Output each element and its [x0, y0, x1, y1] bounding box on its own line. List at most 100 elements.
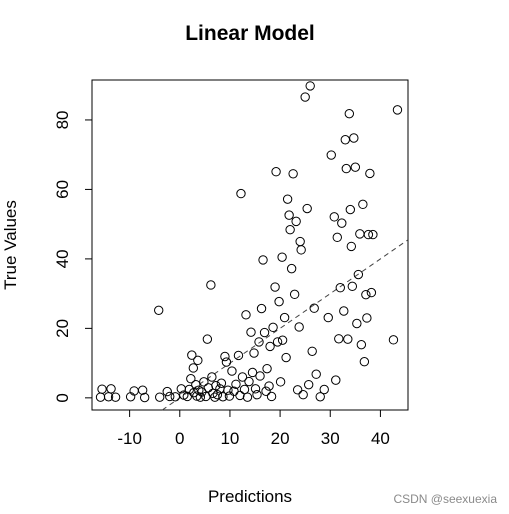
- points-layer: [95, 81, 403, 403]
- data-point: [271, 167, 281, 177]
- data-point: [288, 169, 298, 179]
- data-point: [295, 236, 305, 247]
- data-point: [264, 381, 274, 391]
- data-point: [237, 372, 248, 382]
- chart-title: Linear Model: [185, 22, 315, 45]
- x-tick-label: 0: [175, 429, 184, 448]
- data-point: [212, 390, 223, 400]
- data-point: [258, 255, 268, 265]
- data-point: [244, 376, 254, 387]
- data-point: [242, 392, 253, 402]
- data-point: [349, 133, 359, 143]
- data-point: [233, 350, 244, 361]
- data-point: [334, 334, 344, 344]
- data-point: [268, 322, 278, 333]
- data-point: [255, 371, 265, 381]
- data-point: [335, 283, 345, 293]
- data-point: [262, 363, 272, 374]
- data-point: [191, 379, 201, 390]
- y-tick-label: 40: [53, 249, 72, 268]
- data-point: [388, 335, 399, 345]
- data-point: [337, 218, 347, 228]
- y-axis: 0 20 40 60 80: [53, 110, 93, 403]
- data-point: [285, 225, 295, 235]
- data-point: [187, 350, 197, 360]
- data-point: [137, 385, 148, 395]
- data-point: [289, 289, 300, 300]
- data-point: [275, 377, 286, 387]
- data-point: [235, 390, 245, 401]
- data-point: [341, 163, 352, 174]
- data-point: [155, 392, 165, 402]
- x-axis-title: Predictions: [208, 487, 292, 506]
- data-point: [296, 245, 306, 255]
- data-point: [277, 252, 287, 262]
- data-point: [281, 352, 291, 363]
- data-point: [254, 337, 264, 347]
- data-point: [292, 385, 303, 395]
- data-point: [195, 392, 206, 402]
- data-point: [331, 375, 341, 385]
- x-tick-label: 10: [220, 429, 239, 448]
- reference-line-layer: [161, 239, 409, 411]
- data-point: [326, 150, 336, 160]
- data-point: [368, 229, 378, 240]
- data-point: [227, 366, 237, 376]
- data-point: [319, 384, 329, 395]
- data-point: [188, 363, 199, 373]
- data-point: [224, 391, 235, 401]
- data-point: [344, 108, 355, 119]
- data-point: [355, 229, 365, 239]
- data-point: [239, 384, 250, 395]
- data-point: [261, 386, 271, 396]
- data-point: [303, 379, 314, 390]
- data-point: [259, 327, 270, 338]
- data-point: [162, 386, 172, 397]
- data-point: [291, 216, 301, 227]
- data-point: [332, 232, 342, 243]
- data-point: [305, 81, 315, 91]
- data-point: [363, 229, 374, 240]
- watermark: CSDN @seexuexia: [393, 492, 497, 506]
- y-axis-title: True Values: [1, 200, 20, 290]
- data-point: [315, 392, 325, 402]
- y-tick-label: 0: [53, 393, 72, 402]
- data-point: [247, 367, 258, 378]
- data-point: [246, 327, 256, 337]
- data-point: [294, 322, 304, 332]
- data-point: [95, 392, 106, 402]
- data-point: [252, 390, 262, 400]
- data-point: [366, 287, 377, 298]
- data-point: [361, 289, 371, 300]
- data-point: [274, 296, 284, 307]
- data-point: [231, 379, 241, 389]
- reference-line: [161, 239, 409, 411]
- data-point: [353, 269, 364, 280]
- data-point: [265, 341, 275, 352]
- data-point: [216, 378, 227, 388]
- data-point: [345, 204, 356, 215]
- data-point: [311, 369, 321, 379]
- data-point: [221, 357, 232, 367]
- data-point: [165, 391, 175, 402]
- data-point: [347, 281, 358, 292]
- data-point: [282, 194, 293, 204]
- data-point: [249, 348, 259, 358]
- y-tick-label: 60: [53, 180, 72, 199]
- data-point: [277, 335, 288, 345]
- data-point: [236, 188, 246, 199]
- data-point: [186, 374, 196, 384]
- data-point: [279, 312, 290, 323]
- x-tick-label: 20: [271, 429, 290, 448]
- data-point: [207, 372, 217, 382]
- data-point: [340, 135, 351, 145]
- data-point: [154, 305, 164, 316]
- y-tick-label: 80: [53, 110, 72, 129]
- data-point: [170, 392, 180, 402]
- data-point: [193, 355, 203, 366]
- data-point: [110, 392, 121, 402]
- data-point: [106, 384, 116, 394]
- data-point: [300, 92, 310, 102]
- x-axis: -10 0 10 20 30 40: [117, 409, 390, 448]
